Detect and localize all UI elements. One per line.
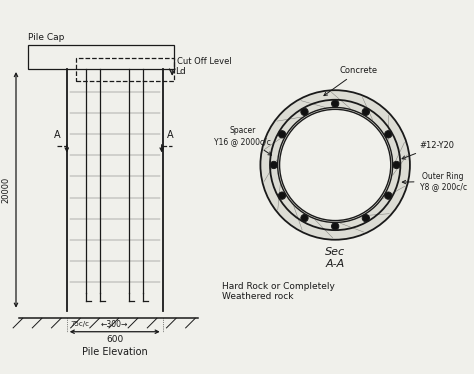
Text: Ld: Ld — [175, 67, 186, 76]
Circle shape — [393, 161, 400, 169]
Circle shape — [331, 100, 339, 107]
Bar — [28, 45, 174, 69]
Text: Pile Cap: Pile Cap — [28, 33, 65, 42]
Circle shape — [384, 192, 392, 199]
Text: #12-Y20: #12-Y20 — [402, 141, 455, 159]
Text: 20000: 20000 — [1, 177, 10, 203]
Text: A: A — [167, 130, 173, 140]
Circle shape — [278, 192, 286, 199]
Text: Concrete: Concrete — [324, 66, 378, 96]
Text: 600: 600 — [106, 335, 123, 344]
Circle shape — [362, 214, 369, 222]
Text: 75c/c: 75c/c — [71, 321, 90, 327]
Circle shape — [362, 108, 369, 116]
Text: Cut Off Level: Cut Off Level — [177, 57, 232, 66]
Text: ←300→: ←300→ — [101, 319, 128, 328]
Circle shape — [384, 131, 392, 138]
Bar — [76, 58, 174, 81]
Circle shape — [278, 131, 286, 138]
Text: Spacer
Y16 @ 2000c/c: Spacer Y16 @ 2000c/c — [214, 126, 272, 155]
Text: Pile Elevation: Pile Elevation — [82, 347, 147, 357]
Text: Outer Ring
Y8 @ 200c/c: Outer Ring Y8 @ 200c/c — [402, 172, 466, 191]
Circle shape — [301, 214, 308, 222]
Circle shape — [260, 90, 410, 240]
Text: Sec: Sec — [325, 247, 345, 257]
Text: Hard Rock or Completely
Weathered rock: Hard Rock or Completely Weathered rock — [222, 282, 335, 301]
Circle shape — [331, 223, 339, 230]
Text: A-A: A-A — [326, 259, 345, 269]
Circle shape — [301, 108, 308, 116]
Circle shape — [280, 109, 391, 221]
Circle shape — [270, 161, 277, 169]
Text: A: A — [54, 130, 61, 140]
